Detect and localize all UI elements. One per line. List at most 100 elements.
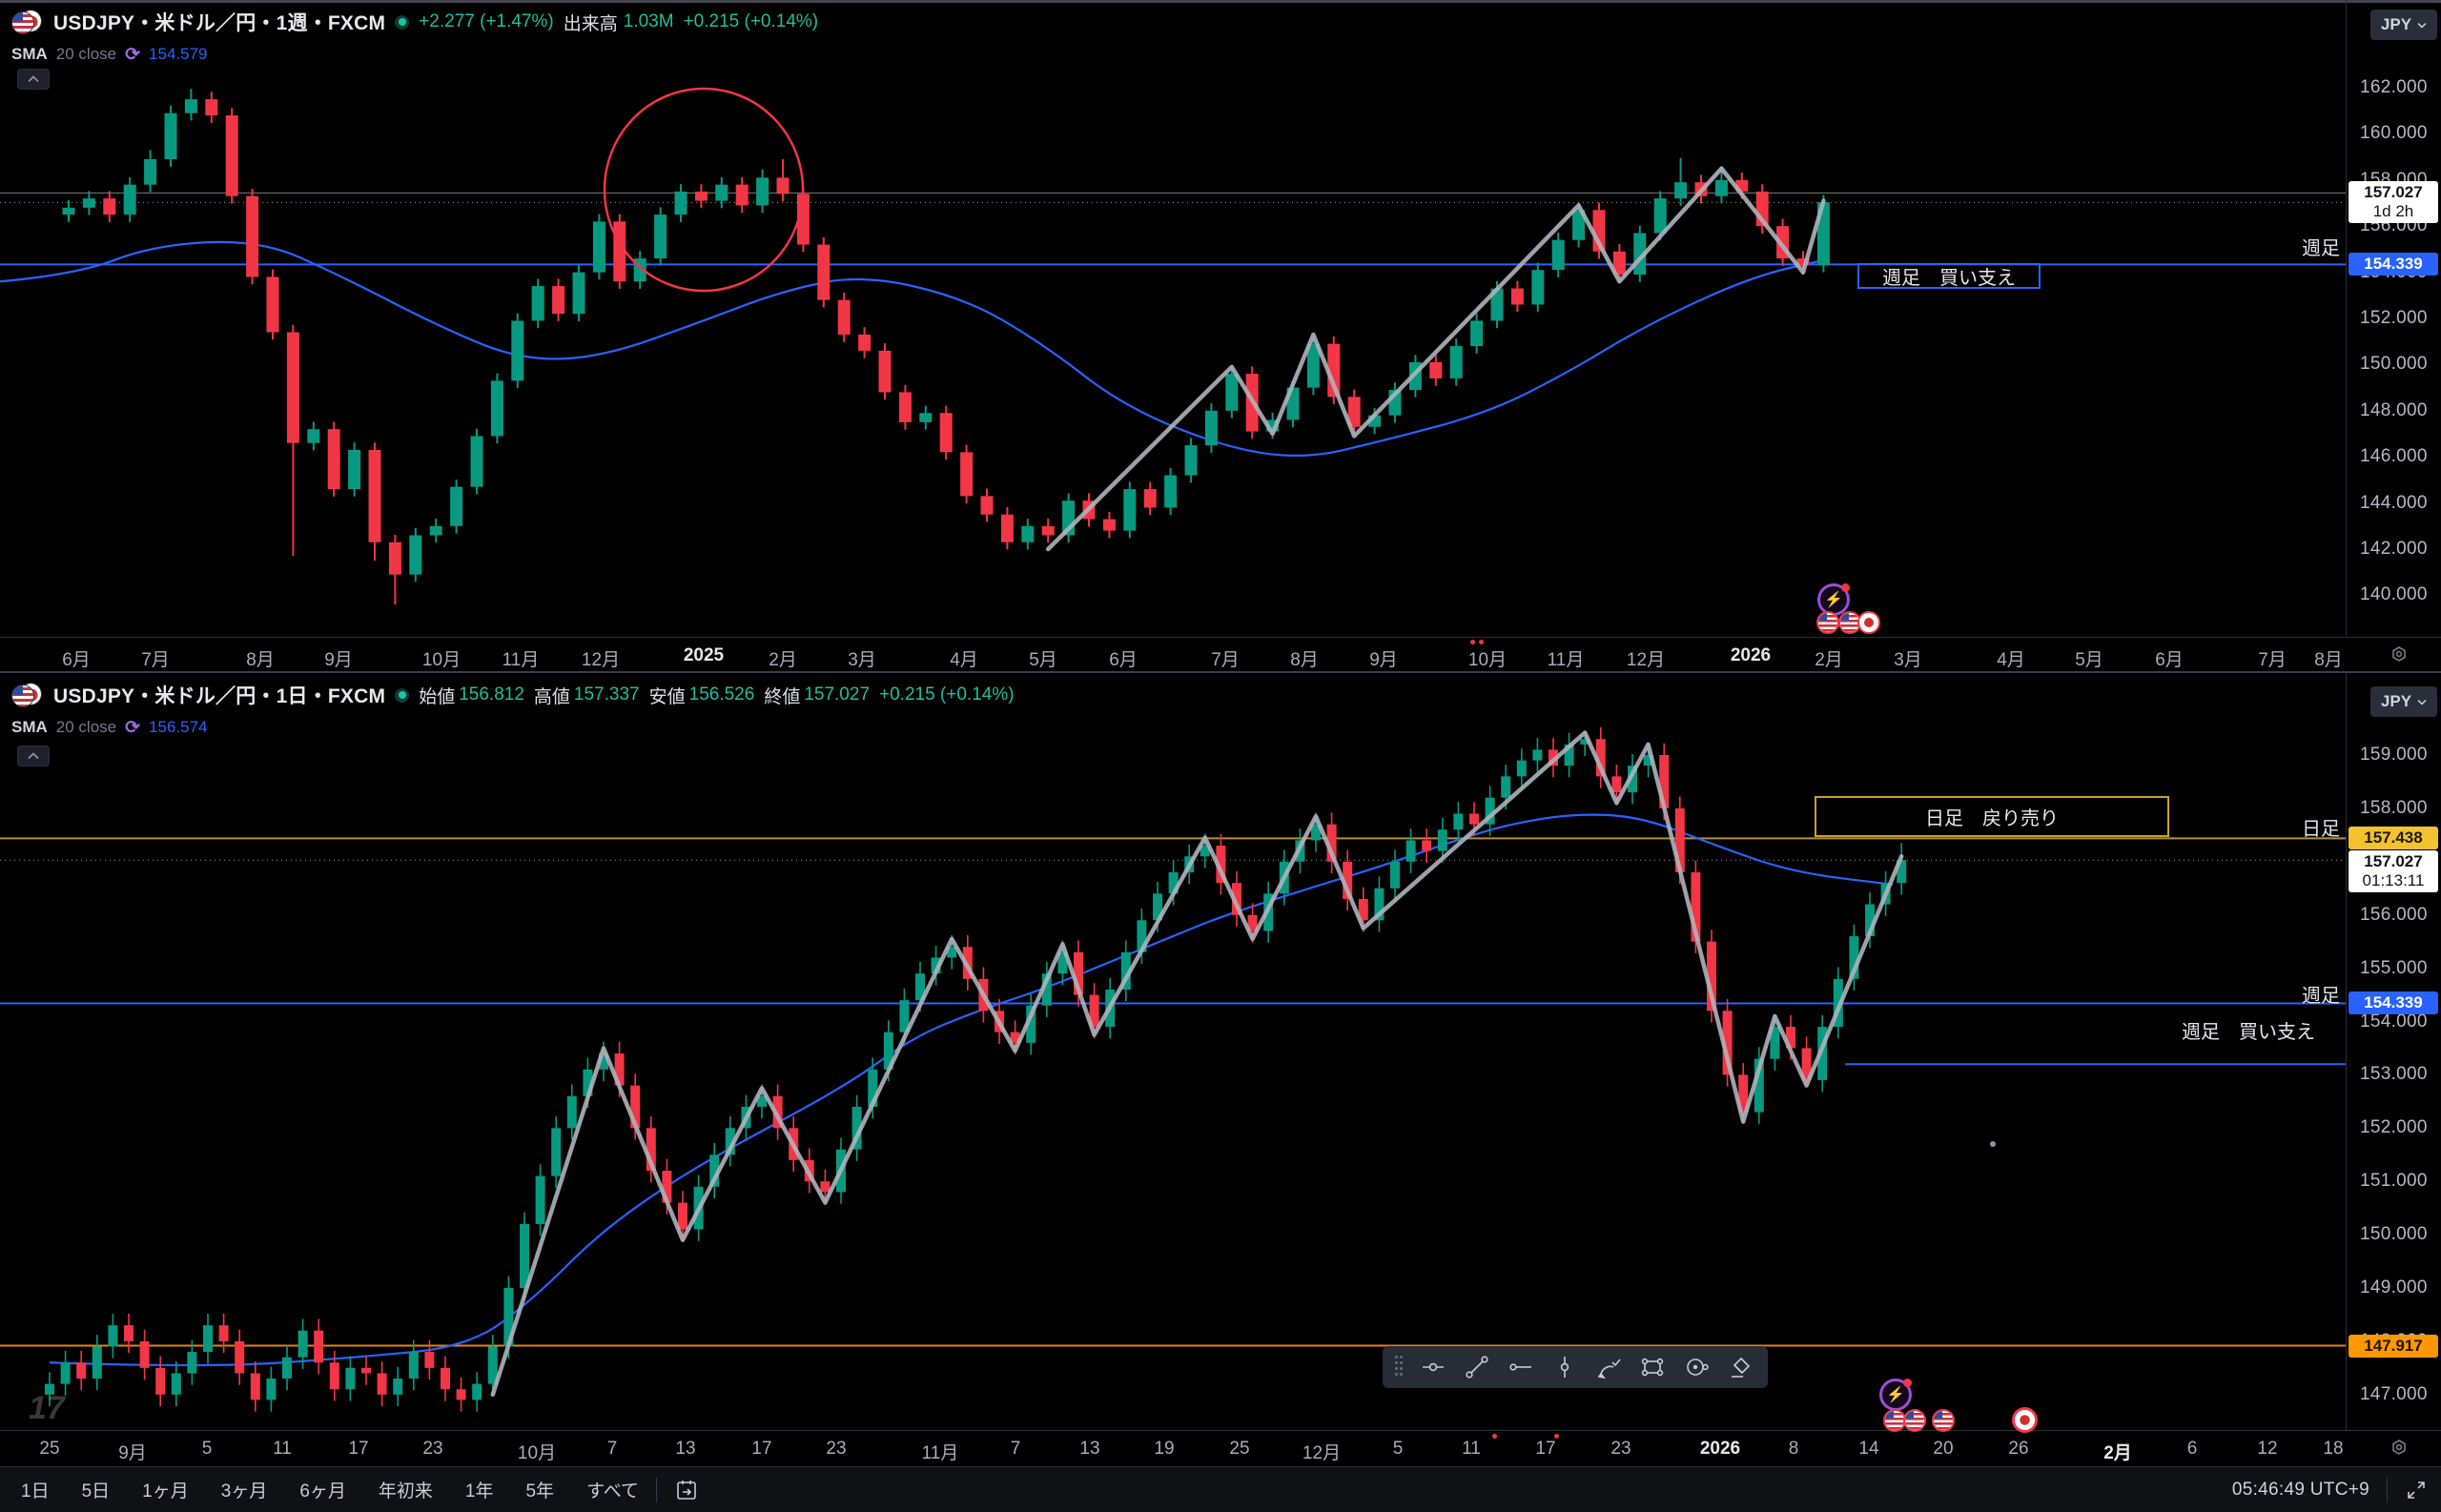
divider xyxy=(2387,1477,2388,1502)
daily-resistance-annotation[interactable]: 日足 戻り売り xyxy=(1815,796,2169,837)
time-axis-daily[interactable]: 25 9月 5 11 17 23 10月 7 13 17 23 11月 7 13 19 25 12月 5 11 17 2… xyxy=(0,1430,2441,1466)
volume-label: 出来高 xyxy=(563,13,618,34)
us-flag-event-icon[interactable] xyxy=(1816,611,1839,634)
collapse-legend-button[interactable] xyxy=(17,746,50,766)
price-tick: 144.000 xyxy=(2360,492,2428,513)
weekly-legend: USDJPY・米ドル／円・1週・FXCM +2.277 (+1.47%) 出来高… xyxy=(11,8,818,67)
daily-chart-pane: 159.000158.000157.000156.000155.000154.0… xyxy=(0,673,2441,1466)
us-flag-event-icon[interactable] xyxy=(1932,1409,1955,1432)
volume-value: 1.03M xyxy=(623,11,674,31)
time-axis-settings-icon[interactable] xyxy=(2388,644,2410,667)
price-tick: 148.000 xyxy=(2360,399,2428,420)
time-tick: 2025 xyxy=(683,645,725,665)
tool-horizontal-ray[interactable] xyxy=(1499,1348,1543,1386)
time-tick: 7 xyxy=(606,1439,618,1459)
time-axis-settings-icon[interactable] xyxy=(2388,1438,2410,1461)
toolbar-drag-handle[interactable] xyxy=(1388,1354,1411,1380)
sma-reload-icon[interactable]: ⟳ xyxy=(125,44,141,65)
us-flag-event-icon[interactable] xyxy=(1883,1409,1906,1432)
orange-level-badge: 147.917 xyxy=(2349,1335,2438,1358)
chevron-down-icon xyxy=(2417,22,2427,29)
event-marker xyxy=(1492,1434,1497,1439)
range-button-5年[interactable]: 5年 xyxy=(525,1477,554,1502)
time-tick: 7月 xyxy=(141,650,170,670)
current-price-badge-weekly: 157.027 1d 2h xyxy=(2349,181,2438,223)
weekly-level-badge: 154.339 xyxy=(2349,253,2438,276)
tool-horizontal-line[interactable] xyxy=(1411,1348,1455,1386)
zigzag-line[interactable] xyxy=(1045,166,1826,552)
market-status-icon xyxy=(395,687,410,703)
time-tick: 13 xyxy=(1079,1439,1100,1459)
weekly-symbol-title[interactable]: USDJPY・米ドル／円・1週・FXCM xyxy=(53,12,386,34)
japan-flag-event-icon[interactable] xyxy=(2012,1407,2038,1433)
zigzag-line[interactable] xyxy=(490,730,1904,1398)
low-value: 156.526 xyxy=(688,684,755,705)
price-tick: 156.000 xyxy=(2360,904,2428,925)
usdjpy-pair-icon xyxy=(11,683,44,707)
tool-eraser[interactable] xyxy=(1718,1348,1762,1386)
price-axis-daily[interactable]: 159.000158.000157.000156.000155.000154.0… xyxy=(2346,673,2441,1430)
price-tick: 152.000 xyxy=(2360,1117,2428,1138)
time-tick: 4月 xyxy=(950,650,978,670)
clock[interactable]: 05:46:49 UTC+9 xyxy=(2231,1479,2369,1500)
daily-symbol-title[interactable]: USDJPY・米ドル／円・1日・FXCM xyxy=(53,685,386,707)
collapse-legend-button[interactable] xyxy=(17,69,50,90)
daily-legend: USDJPY・米ドル／円・1日・FXCM 始値 156.812 高値 157.3… xyxy=(11,681,1015,740)
tool-trend-line[interactable] xyxy=(1455,1348,1499,1386)
high-label: 高値 xyxy=(533,686,570,707)
sma-reload-icon[interactable]: ⟳ xyxy=(125,717,141,738)
tool-brush[interactable] xyxy=(1587,1348,1631,1386)
sma-value-daily: 156.574 xyxy=(149,718,208,736)
price-tick: 151.000 xyxy=(2360,1171,2428,1192)
close-value: 157.027 xyxy=(804,684,871,705)
price-axis-weekly[interactable]: 162.000160.000158.000156.000154.000152.0… xyxy=(2346,0,2441,637)
bar-countdown: 1d 2h xyxy=(2372,202,2414,220)
time-tick: 11 xyxy=(273,1439,292,1459)
weekly-support-text[interactable]: 週足 買い支え xyxy=(2182,1022,2315,1043)
price-tick: 150.000 xyxy=(2360,354,2428,375)
currency-dropdown-daily[interactable]: JPY xyxy=(2370,686,2437,717)
red-circle-annotation[interactable] xyxy=(603,87,805,293)
daily-chart-canvas[interactable] xyxy=(0,673,2441,1430)
tool-vertical-line[interactable] xyxy=(1543,1348,1587,1386)
time-tick: 8月 xyxy=(246,650,275,670)
go-to-date-icon[interactable] xyxy=(674,1478,699,1502)
sma-line[interactable] xyxy=(49,813,1894,1367)
time-tick: 2026 xyxy=(1730,645,1772,665)
time-axis-weekly[interactable]: 6月 7月 8月 9月 10月 11月 12月 2025 2月 3月 4月 5月 6月 7月 8月 9月 10月… xyxy=(0,637,2441,673)
sma-indicator-label[interactable]: SMA xyxy=(11,718,48,736)
japan-flag-event-icon[interactable] xyxy=(1857,611,1880,634)
range-button-1年[interactable]: 1年 xyxy=(465,1477,494,1502)
open-value: 156.812 xyxy=(459,684,524,705)
time-tick: 23 xyxy=(422,1439,443,1459)
range-button-6ヶ月[interactable]: 6ヶ月 xyxy=(299,1477,346,1502)
range-button-3ヶ月[interactable]: 3ヶ月 xyxy=(221,1477,268,1502)
price-tick: 147.000 xyxy=(2360,1383,2428,1404)
event-marker xyxy=(1479,640,1484,644)
maximize-chart-icon[interactable] xyxy=(2405,1479,2428,1502)
time-tick: 8月 xyxy=(1290,650,1319,670)
us-flag-event-icon[interactable] xyxy=(1903,1409,1926,1432)
currency-dropdown-weekly[interactable]: JPY xyxy=(2370,10,2437,40)
time-tick: 11 xyxy=(1462,1439,1481,1459)
economic-events-icon[interactable]: ⚡ xyxy=(1879,1379,1912,1411)
time-tick: 6月 xyxy=(62,650,91,670)
weekly-support-annotation[interactable]: 週足 買い支え xyxy=(1857,263,2041,289)
price-tick: 153.000 xyxy=(2360,1064,2428,1085)
time-tick: 2月 xyxy=(2103,1443,2132,1463)
range-button-1日[interactable]: 1日 xyxy=(21,1477,50,1502)
current-price-badge-daily: 157.027 01:13:11 xyxy=(2349,850,2438,892)
tool-rectangle[interactable] xyxy=(1631,1348,1674,1386)
chevron-down-icon xyxy=(2417,699,2427,705)
range-button-5日[interactable]: 5日 xyxy=(82,1477,111,1502)
economic-events-icon[interactable]: ⚡ xyxy=(1817,583,1850,616)
range-button-年初来[interactable]: 年初来 xyxy=(379,1477,433,1502)
tool-circle[interactable] xyxy=(1674,1348,1718,1386)
sma-line[interactable] xyxy=(0,240,1830,457)
weekly-chart-canvas[interactable] xyxy=(0,0,2441,637)
range-button-1ヶ月[interactable]: 1ヶ月 xyxy=(142,1477,189,1502)
sma-indicator-label[interactable]: SMA xyxy=(11,45,48,63)
time-tick: 20 xyxy=(1933,1439,1954,1459)
tradingview-watermark: 17 xyxy=(29,1390,65,1426)
range-button-すべて[interactable]: すべて xyxy=(586,1477,639,1502)
